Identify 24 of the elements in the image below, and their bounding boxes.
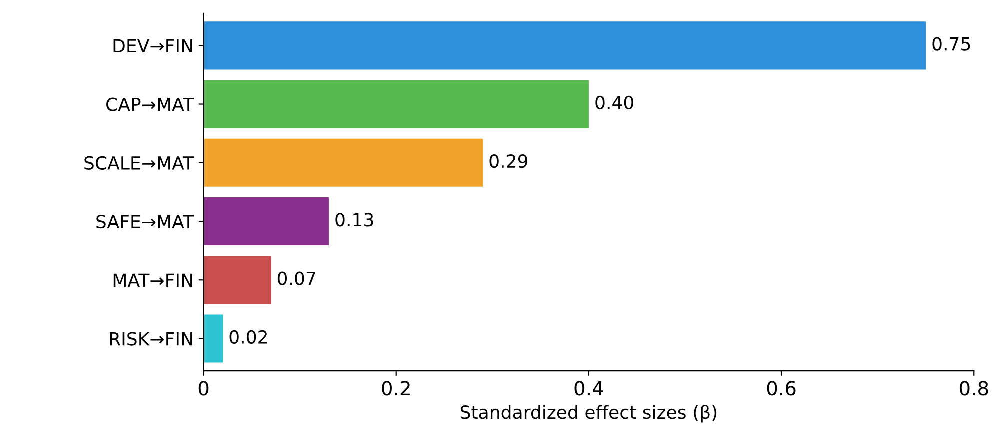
x-tick-label: 0.8	[960, 381, 988, 396]
data-label: 0.02	[230, 330, 267, 344]
data-label: 0.40	[596, 96, 634, 110]
bar	[204, 314, 224, 363]
bar	[204, 22, 926, 70]
bar	[204, 138, 484, 187]
bar	[204, 197, 329, 246]
y-tick-label: SCALE→MAT	[84, 156, 194, 170]
bar	[204, 80, 589, 128]
x-tick-label: 0.4	[574, 381, 604, 396]
data-label: 0.75	[932, 37, 970, 51]
bar	[204, 256, 272, 304]
x-tick-label: 0.6	[767, 381, 796, 396]
data-label: 0.07	[278, 272, 316, 286]
data-label: 0.29	[490, 154, 528, 168]
x-axis-title: Standardized effect sizes (β)	[460, 405, 717, 423]
x-tick-label: 0	[198, 381, 209, 396]
x-tick-label: 0.2	[382, 381, 410, 396]
y-tick-label: MAT→FIN	[114, 274, 192, 288]
y-tick-label: RISK→FIN	[110, 332, 192, 346]
y-tick-label: DEV→FIN	[114, 39, 192, 53]
data-label: 0.13	[336, 213, 374, 227]
y-tick-label: CAP→MAT	[106, 98, 194, 112]
y-tick-label: SAFE→MAT	[96, 214, 194, 229]
